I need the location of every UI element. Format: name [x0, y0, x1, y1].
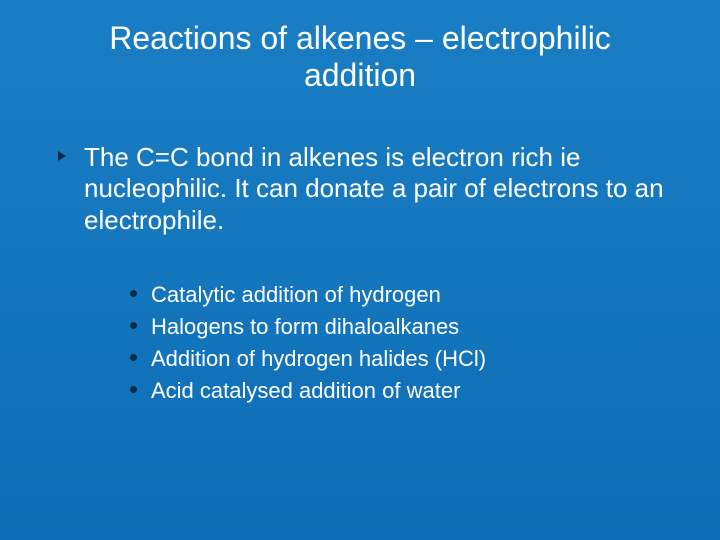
list-item: Addition of hydrogen halides (HCl) [130, 345, 670, 373]
slide-title: Reactions of alkenes – electrophilic add… [50, 20, 670, 94]
sub-bullet-list: Catalytic addition of hydrogen Halogens … [50, 281, 670, 406]
list-item: Acid catalysed addition of water [130, 377, 670, 405]
arrow-icon [56, 149, 70, 163]
sub-bullet-text: Acid catalysed addition of water [151, 377, 460, 405]
main-bullet-text: The C=C bond in alkenes is electron rich… [84, 142, 670, 237]
list-item: Catalytic addition of hydrogen [130, 281, 670, 309]
slide: Reactions of alkenes – electrophilic add… [0, 0, 720, 540]
main-bullet-item: The C=C bond in alkenes is electron rich… [50, 142, 670, 237]
dot-icon [130, 322, 137, 329]
list-item: Halogens to form dihaloalkanes [130, 313, 670, 341]
dot-icon [130, 386, 137, 393]
dot-icon [130, 354, 137, 361]
sub-bullet-text: Halogens to form dihaloalkanes [151, 313, 459, 341]
sub-bullet-text: Catalytic addition of hydrogen [151, 281, 441, 309]
sub-bullet-text: Addition of hydrogen halides (HCl) [151, 345, 486, 373]
dot-icon [130, 290, 137, 297]
